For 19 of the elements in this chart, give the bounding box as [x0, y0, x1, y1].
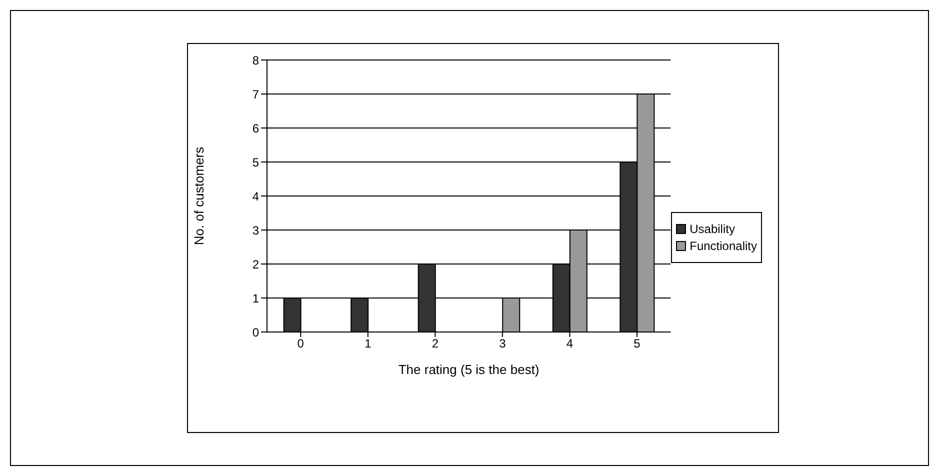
- x-tick-label: 4: [566, 336, 574, 351]
- x-tick-label: 2: [432, 336, 439, 351]
- x-tick-label: 0: [297, 336, 304, 351]
- y-tick-label: 5: [252, 155, 260, 170]
- x-axis-title: The rating (5 is the best): [398, 362, 540, 377]
- y-axis-title: No. of customers: [192, 146, 207, 246]
- y-tick-label: 4: [252, 189, 260, 204]
- y-tick-label: 0: [252, 325, 260, 340]
- y-tick-label: 2: [252, 257, 260, 272]
- legend-label: Usability: [690, 222, 735, 236]
- y-tick-label: 6: [252, 121, 260, 136]
- y-tick-label: 7: [252, 87, 260, 102]
- legend-label: Functionality: [690, 239, 757, 253]
- y-tick-label: 8: [252, 53, 260, 68]
- y-tick-label: 1: [252, 291, 260, 306]
- y-tick-label: 3: [252, 223, 260, 238]
- x-tick-label: 5: [634, 336, 641, 351]
- x-tick-label: 3: [499, 336, 506, 351]
- x-tick-label: 1: [364, 336, 372, 351]
